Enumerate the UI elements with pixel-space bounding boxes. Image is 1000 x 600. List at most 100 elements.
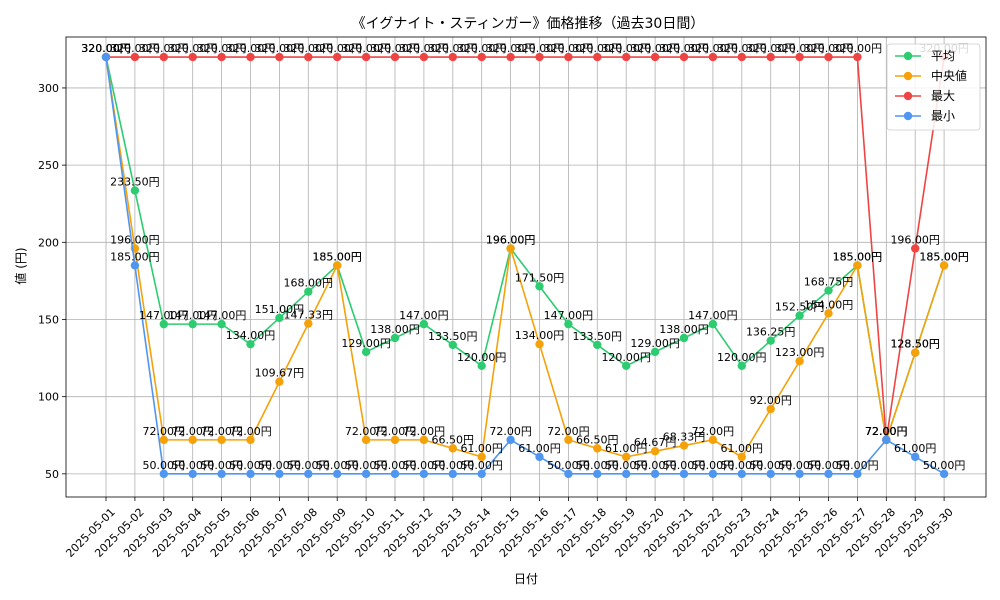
- data-point-0: [159, 319, 168, 329]
- data-point-1: [593, 444, 602, 453]
- data-label-1: 72.00円: [345, 425, 388, 438]
- data-point-2: [333, 52, 342, 62]
- data-point-2: [564, 52, 573, 62]
- data-point-3: [130, 261, 140, 270]
- data-label-2: 320.00円: [515, 42, 565, 55]
- data-label-3: 50.00円: [749, 459, 792, 472]
- data-label-1: 68.33円: [663, 431, 706, 444]
- data-point-1: [795, 356, 804, 366]
- data-label-2: 320.00円: [197, 42, 247, 55]
- data-label-1: 66.50円: [432, 433, 475, 446]
- data-label-0: 147.00円: [139, 309, 189, 322]
- legend-box: [886, 43, 981, 131]
- data-label-3: 320.00円: [81, 42, 131, 55]
- data-point-3: [448, 469, 457, 479]
- data-label-1: 61.00円: [721, 442, 764, 455]
- data-point-1: [824, 309, 833, 318]
- data-point-2: [390, 52, 400, 62]
- data-point-0: [217, 319, 226, 329]
- data-point-0: [390, 333, 400, 343]
- data-point-3: [217, 469, 226, 479]
- plot-frame: [65, 36, 987, 498]
- data-label-1: 185.00円: [312, 250, 362, 263]
- y-tick-label: 150: [38, 313, 59, 326]
- data-point-2: [535, 52, 544, 62]
- data-label-3: 50.00円: [258, 459, 301, 472]
- data-label-1: 61.00円: [605, 442, 648, 455]
- data-label-3: 50.00円: [200, 459, 243, 472]
- data-label-0: 128.50円: [890, 338, 940, 351]
- data-label-0: 147.00円: [399, 309, 449, 322]
- data-label-1: 147.33円: [284, 309, 334, 322]
- data-label-3: 50.00円: [576, 459, 619, 472]
- data-label-0: 138.00円: [659, 323, 709, 336]
- data-label-3: 50.00円: [403, 459, 446, 472]
- data-point-0: [708, 319, 718, 329]
- data-label-0: 138.00円: [370, 323, 420, 336]
- data-point-1: [390, 435, 400, 445]
- data-label-0: 147.00円: [168, 309, 218, 322]
- data-point-0: [650, 347, 660, 357]
- data-label-2: 320.00円: [312, 42, 362, 55]
- y-tick-label: 100: [38, 391, 59, 404]
- data-point-2: [824, 52, 833, 62]
- data-point-2: [911, 244, 920, 253]
- legend-label: 最大: [931, 89, 955, 103]
- data-label-1: 66.50円: [576, 433, 619, 446]
- data-label-2: 320.00円: [833, 42, 883, 55]
- data-label-3: 50.00円: [605, 459, 648, 472]
- data-point-2: [506, 52, 515, 62]
- series-lines: [101, 52, 949, 479]
- data-point-3: [361, 469, 371, 479]
- data-label-3: 50.00円: [287, 459, 330, 472]
- data-label-2: 320.00円: [601, 42, 651, 55]
- legend-swatch-marker: [903, 71, 913, 81]
- data-point-3: [188, 469, 197, 479]
- data-label-0: 185.00円: [312, 250, 362, 263]
- data-label-1: 128.50円: [890, 338, 940, 351]
- data-point-2: [275, 52, 284, 62]
- data-label-3: 50.00円: [316, 459, 359, 472]
- data-point-1: [708, 435, 718, 445]
- data-point-3: [650, 469, 660, 479]
- data-point-1: [564, 435, 573, 445]
- data-label-3: 61.00円: [894, 442, 937, 455]
- data-point-0: [246, 339, 255, 349]
- data-label-2: 320.00円: [168, 42, 218, 55]
- data-label-2: 320.00円: [110, 42, 160, 55]
- data-point-0: [304, 287, 313, 296]
- data-label-2: 320.00円: [573, 42, 623, 55]
- data-label-3: 61.00円: [518, 442, 561, 455]
- data-label-0: 134.00円: [226, 329, 276, 342]
- data-label-2: 320.00円: [688, 42, 738, 55]
- data-label-0: 196.00円: [486, 233, 536, 246]
- data-label-2: 196.00円: [890, 233, 940, 246]
- data-point-0: [419, 319, 429, 329]
- data-point-1: [766, 404, 775, 414]
- data-point-3: [390, 469, 400, 479]
- data-point-0: [766, 336, 775, 345]
- data-label-3: 72.00円: [489, 425, 532, 438]
- data-point-2: [419, 52, 429, 62]
- data-labels: 320.00円233.50円147.00円147.00円147.00円134.0…: [81, 42, 969, 472]
- data-label-2: 320.00円: [341, 42, 391, 55]
- series-line-1: [105, 56, 945, 458]
- series-line-3: [105, 56, 945, 475]
- data-point-1: [419, 435, 429, 445]
- data-label-0: 120.00円: [717, 351, 767, 364]
- data-point-2: [622, 52, 631, 62]
- data-label-0: 147.00円: [197, 309, 247, 322]
- data-point-2: [217, 52, 226, 62]
- data-label-1: 196.00円: [486, 233, 536, 246]
- data-label-2: 320.00円: [717, 42, 767, 55]
- data-label-1: 72.00円: [229, 425, 272, 438]
- data-point-2: [650, 52, 660, 62]
- data-point-2: [477, 52, 486, 62]
- data-point-1: [246, 435, 255, 445]
- data-point-0: [477, 361, 486, 370]
- data-label-0: 152.50円: [775, 301, 825, 314]
- y-axis-title: 値 (円): [13, 247, 28, 284]
- data-label-0: 72.00円: [865, 425, 908, 438]
- data-label-3: 50.00円: [836, 459, 879, 472]
